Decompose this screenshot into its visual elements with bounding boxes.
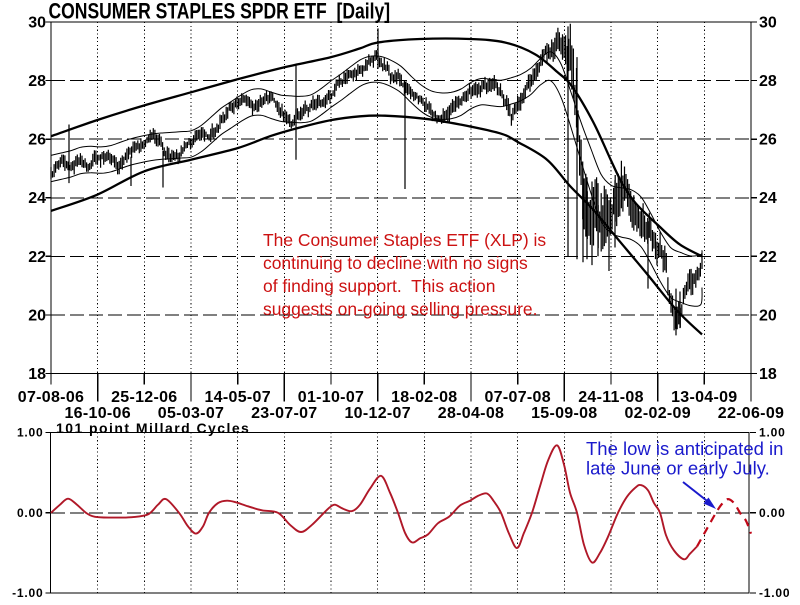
svg-text:13-04-09: 13-04-09 bbox=[671, 389, 737, 406]
svg-text:-1.00: -1.00 bbox=[12, 586, 43, 600]
svg-text:22: 22 bbox=[28, 249, 46, 266]
svg-text:1.00: 1.00 bbox=[17, 426, 44, 440]
svg-text:101 point Millard Cycles: 101 point Millard Cycles bbox=[56, 420, 250, 436]
svg-text:10-12-07: 10-12-07 bbox=[344, 405, 410, 422]
svg-text:CONSUMER STAPLES SPDR ETF [Da: CONSUMER STAPLES SPDR ETF [Daily] bbox=[49, 0, 391, 24]
svg-text:20: 20 bbox=[759, 307, 777, 324]
svg-text:05-03-07: 05-03-07 bbox=[158, 405, 224, 422]
svg-text:16-10-06: 16-10-06 bbox=[64, 405, 130, 422]
svg-text:-1.00: -1.00 bbox=[759, 586, 790, 600]
svg-text:25-12-06: 25-12-06 bbox=[111, 389, 177, 406]
svg-text:18: 18 bbox=[759, 366, 777, 383]
svg-text:22: 22 bbox=[759, 249, 777, 266]
svg-text:28: 28 bbox=[759, 73, 777, 90]
svg-text:late June or early July.: late June or early July. bbox=[586, 458, 770, 479]
svg-text:07-07-08: 07-07-08 bbox=[484, 389, 550, 406]
svg-text:28: 28 bbox=[28, 73, 46, 90]
svg-text:suggests on-going selling pres: suggests on-going selling pressure. bbox=[263, 299, 537, 319]
svg-text:28-04-08: 28-04-08 bbox=[438, 405, 504, 422]
svg-text:18: 18 bbox=[28, 366, 46, 383]
svg-text:07-08-06: 07-08-06 bbox=[18, 389, 84, 406]
svg-text:The low is anticipated in: The low is anticipated in bbox=[586, 438, 783, 459]
svg-text:30: 30 bbox=[759, 15, 777, 32]
svg-text:26: 26 bbox=[28, 132, 46, 149]
svg-text:24: 24 bbox=[28, 190, 46, 207]
svg-text:01-10-07: 01-10-07 bbox=[298, 389, 364, 406]
svg-text:30: 30 bbox=[28, 15, 46, 32]
svg-text:15-09-08: 15-09-08 bbox=[531, 405, 597, 422]
svg-text:continuing to decline with no: continuing to decline with no signs bbox=[263, 253, 528, 273]
svg-text:22-06-09: 22-06-09 bbox=[718, 405, 784, 422]
svg-text:24-11-08: 24-11-08 bbox=[578, 389, 644, 406]
svg-text:26: 26 bbox=[759, 132, 777, 149]
svg-text:The Consumer Staples ETF (XLP): The Consumer Staples ETF (XLP) is bbox=[263, 230, 546, 250]
svg-text:20: 20 bbox=[28, 307, 46, 324]
svg-text:02-02-09: 02-02-09 bbox=[624, 405, 690, 422]
svg-text:1.00: 1.00 bbox=[759, 426, 786, 440]
svg-text:18-02-08: 18-02-08 bbox=[391, 389, 457, 406]
svg-text:23-07-07: 23-07-07 bbox=[251, 405, 317, 422]
svg-text:0.00: 0.00 bbox=[17, 506, 44, 520]
svg-text:14-05-07: 14-05-07 bbox=[204, 389, 270, 406]
svg-text:24: 24 bbox=[759, 190, 777, 207]
svg-text:of finding support. This acti: of finding support. This action bbox=[263, 276, 495, 296]
svg-text:0.00: 0.00 bbox=[759, 506, 786, 520]
